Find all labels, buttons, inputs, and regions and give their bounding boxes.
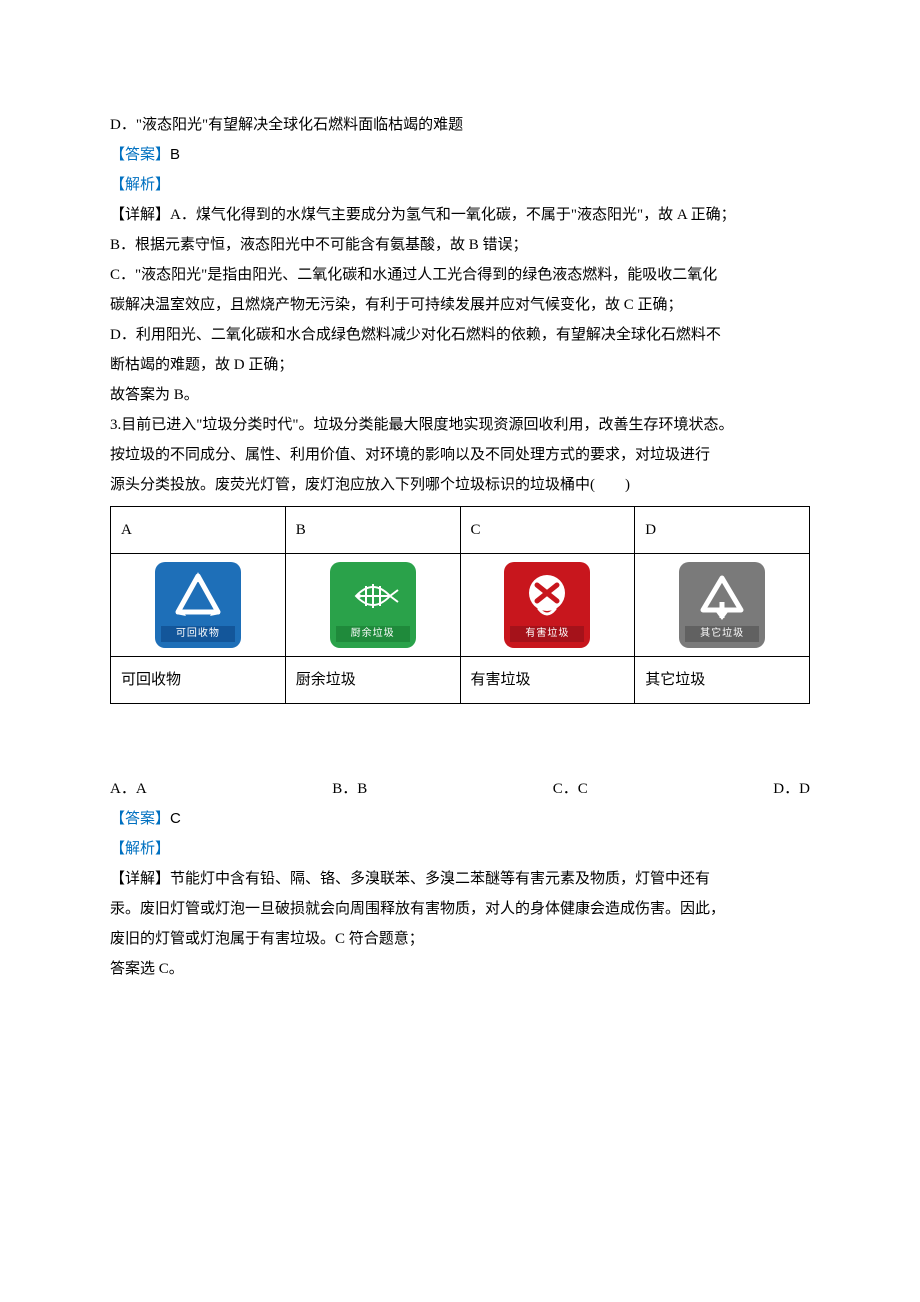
q3-option-c: C．C: [553, 774, 588, 804]
table-header-cell: C: [460, 507, 635, 554]
q3-detail-4: 答案选 C。: [110, 954, 810, 984]
food-waste-icon: 厨余垃圾: [330, 562, 416, 648]
answer-line: 【答案】B: [110, 140, 810, 170]
table-label-cell: 其它垃圾: [635, 657, 810, 704]
table-icon-cell: 可回收物: [111, 554, 286, 657]
fishbone-icon: [346, 572, 400, 620]
q3-line-1: 3.目前已进入"垃圾分类时代"。垃圾分类能最大限度地实现资源回收利用，改善生存环…: [110, 410, 810, 440]
q3-option-b: B．B: [332, 774, 367, 804]
table-label-cell: 厨余垃圾: [285, 657, 460, 704]
table-icon-cell: 厨余垃圾: [285, 554, 460, 657]
analysis-label: 【解析】: [110, 177, 170, 193]
detail-c-2: 碳解决温室效应，且燃烧产物无污染，有利于可持续发展并应对气候变化，故 C 正确；: [110, 290, 810, 320]
detail-c-1: C．"液态阳光"是指由阳光、二氧化碳和水通过人工光合得到的绿色液态燃料，能吸收二…: [110, 260, 810, 290]
q3-line-3: 源头分类投放。废荧光灯管，废灯泡应放入下列哪个垃圾标识的垃圾桶中( ): [110, 470, 810, 500]
option-d-text: D．"液态阳光"有望解决全球化石燃料面临枯竭的难题: [110, 110, 810, 140]
detail-a: 【详解】A．煤气化得到的水煤气主要成分为氢气和一氧化碳，不属于"液态阳光"，故 …: [110, 200, 810, 230]
table-icon-cell: 有害垃圾: [460, 554, 635, 657]
icon-band-label: 厨余垃圾: [336, 626, 410, 642]
q3-option-a: A．A: [110, 774, 147, 804]
q3-line-2: 按垃圾的不同成分、属性、利用价值、对环境的影响以及不同处理方式的要求，对垃圾进行: [110, 440, 810, 470]
answer-label: 【答案】: [110, 147, 170, 163]
table-header-cell: A: [111, 507, 286, 554]
table-icon-row: 可回收物: [111, 554, 810, 657]
recyclable-icon: 可回收物: [155, 562, 241, 648]
answer-value: C: [170, 810, 181, 827]
hazardous-waste-icon: 有害垃圾: [504, 562, 590, 648]
q3-detail-3: 废旧的灯管或灯泡属于有害垃圾。C 符合题意；: [110, 924, 810, 954]
q3-options-row: A．A B．B C．C D．D: [110, 774, 810, 804]
answer-value: B: [170, 146, 180, 163]
analysis-label: 【解析】: [110, 841, 170, 857]
detail-b: B．根据元素守恒，液态阳光中不可能含有氨基酸，故 B 错误；: [110, 230, 810, 260]
q3-detail-1: 【详解】节能灯中含有铅、隔、铬、多溴联苯、多溴二苯醚等有害元素及物质，灯管中还有: [110, 864, 810, 894]
table-label-cell: 有害垃圾: [460, 657, 635, 704]
q3-detail-2: 汞。废旧灯管或灯泡一旦破损就会向周围释放有害物质，对人的身体健康会造成伤害。因此…: [110, 894, 810, 924]
table-header-row: A B C D: [111, 507, 810, 554]
page: D．"液态阳光"有望解决全球化石燃料面临枯竭的难题 【答案】B 【解析】 【详解…: [0, 0, 920, 1302]
answer-label: 【答案】: [110, 811, 170, 827]
icon-band-label: 有害垃圾: [510, 626, 584, 642]
table-label-cell: 可回收物: [111, 657, 286, 704]
icon-band-label: 其它垃圾: [685, 626, 759, 642]
table-label-row: 可回收物 厨余垃圾 有害垃圾 其它垃圾: [111, 657, 810, 704]
q3-answer-line: 【答案】C: [110, 804, 810, 834]
analysis-label-line: 【解析】: [110, 170, 810, 200]
trash-category-table: A B C D 可回收物: [110, 506, 810, 704]
icon-band-label: 可回收物: [161, 626, 235, 642]
table-header-cell: D: [635, 507, 810, 554]
other-triangle-icon: [697, 572, 747, 620]
other-waste-icon: 其它垃圾: [679, 562, 765, 648]
detail-d-2: 断枯竭的难题，故 D 正确；: [110, 350, 810, 380]
q3-analysis-label-line: 【解析】: [110, 834, 810, 864]
hazard-cross-icon: [522, 571, 572, 621]
q3-option-d: D．D: [773, 774, 810, 804]
recycle-triangle-icon: [172, 572, 224, 620]
detail-d-1: D．利用阳光、二氧化碳和水合成绿色燃料减少对化石燃料的依赖，有望解决全球化石燃料…: [110, 320, 810, 350]
table-header-cell: B: [285, 507, 460, 554]
table-icon-cell: 其它垃圾: [635, 554, 810, 657]
conclusion: 故答案为 B。: [110, 380, 810, 410]
